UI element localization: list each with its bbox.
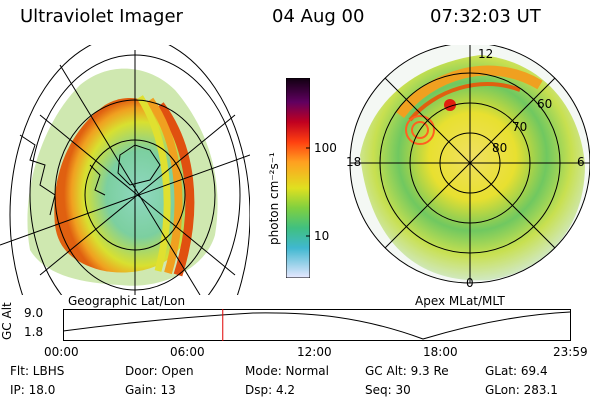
colorbar (286, 78, 310, 278)
door-value: Door: Open (125, 364, 194, 378)
date-display: 04 Aug 00 (272, 6, 365, 27)
flt-value: Flt: LBHS (10, 364, 65, 378)
left-map-label: Geographic Lat/Lon (68, 294, 186, 308)
mode-value: Mode: Normal (245, 364, 329, 378)
altitude-y-title: GC Alt (0, 302, 14, 340)
colorbar-tick-10: 10 (314, 229, 330, 243)
altitude-y-tick-low: 1.8 (24, 325, 44, 339)
altitude-curve (63, 311, 571, 340)
gc-alt-value: GC Alt: 9.3 Re (365, 364, 449, 378)
altitude-y-tick-high: 9.0 (24, 306, 44, 320)
colorbar-tick-100: 100 (314, 141, 337, 155)
lat-label-70: 70 (512, 120, 528, 134)
altitude-plot (63, 309, 571, 341)
mlt-label-6: 6 (577, 155, 585, 169)
x-tick-0600: 06:00 (170, 345, 205, 359)
lat-label-60: 60 (537, 97, 553, 111)
x-tick-0000: 00:00 (44, 345, 79, 359)
gain-value: Gain: 13 (125, 383, 176, 397)
glat-value: GLat: 69.4 (485, 364, 548, 378)
colorbar-unit-label: photon cm⁻²s⁻¹ (267, 152, 281, 245)
time-display: 07:32:03 UT (430, 6, 541, 27)
mlt-label-12: 12 (478, 47, 494, 61)
dsp-value: Dsp: 4.2 (245, 383, 296, 397)
lat-label-80: 80 (492, 141, 508, 155)
right-map-label: Apex MLat/MLT (415, 294, 505, 308)
polar-map (349, 45, 590, 284)
glon-value: GLon: 283.1 (485, 383, 558, 397)
geographic-map (0, 45, 250, 295)
x-tick-1200: 12:00 (297, 345, 332, 359)
mlt-label-0: 0 (466, 276, 474, 290)
seq-value: Seq: 30 (365, 383, 411, 397)
x-tick-1800: 18:00 (423, 345, 458, 359)
x-tick-2359: 23:59 (553, 345, 588, 359)
app-title: Ultraviolet Imager (20, 6, 183, 27)
ip-value: IP: 18.0 (10, 383, 56, 397)
mlt-label-18: 18 (346, 155, 362, 169)
